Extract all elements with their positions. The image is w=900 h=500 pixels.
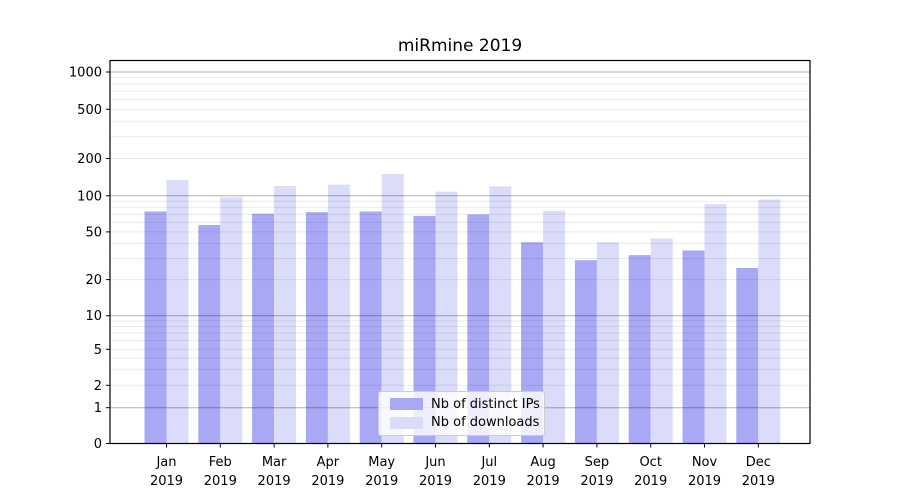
x-tick-label-year: 2019: [150, 474, 183, 489]
y-tick-label: 1: [94, 401, 102, 416]
bar: [682, 250, 705, 444]
bar: [166, 180, 189, 444]
bar: [274, 185, 297, 444]
y-tick-label: 200: [77, 152, 102, 167]
y-tick-label: 2: [94, 379, 102, 394]
x-tick-label-month: Sep: [585, 455, 610, 470]
bar: [359, 211, 382, 444]
legend: Nb of distinct IPs Nb of downloads: [378, 391, 545, 436]
bar: [435, 191, 458, 444]
bar: [220, 197, 243, 444]
x-tick-label-year: 2019: [311, 474, 344, 489]
legend-swatch-distinct-ips: [390, 398, 423, 411]
x-tick-label-month: Jun: [424, 455, 445, 470]
y-tick-label: 20: [85, 273, 102, 288]
y-tick-label: 50: [85, 225, 102, 240]
bar: [252, 213, 275, 444]
bar: [704, 204, 727, 444]
y-tick-label: 500: [77, 103, 102, 118]
bar: [650, 238, 673, 444]
bar: [596, 242, 619, 444]
x-tick-label-month: May: [368, 455, 395, 470]
bar: [574, 260, 597, 444]
x-tick-label-year: 2019: [419, 474, 452, 489]
y-tick-label: 1000: [69, 66, 102, 81]
x-tick-label-month: Apr: [317, 455, 340, 470]
y-tick-label: 0: [94, 437, 102, 452]
legend-item-distinct-ips: Nb of distinct IPs: [390, 396, 544, 413]
y-tick-label: 100: [77, 189, 102, 204]
x-tick-label-month: Feb: [209, 455, 232, 470]
x-axis: Jan 2019 Feb 2019 Mar 2019 Apr 2019 May 2019 Jun 20…: [150, 443, 775, 489]
bar: [381, 173, 404, 444]
bar: [144, 211, 167, 444]
legend-label: Nb of distinct IPs: [431, 396, 540, 412]
x-tick-label-month: Aug: [530, 455, 555, 470]
bar: [628, 255, 651, 444]
x-tick-label-year: 2019: [204, 474, 237, 489]
x-tick-label-month: Nov: [692, 455, 718, 470]
axes-spines: [109, 59, 811, 445]
y-tick-label: 5: [94, 343, 102, 358]
x-tick-label-month: Dec: [746, 455, 771, 470]
x-tick-label-year: 2019: [258, 474, 291, 489]
legend-item-downloads: Nb of downloads: [390, 414, 544, 431]
bar: [489, 186, 512, 444]
bar: [758, 199, 781, 444]
bar: [198, 225, 221, 444]
x-tick-label-month: Oct: [639, 455, 661, 470]
bar: [543, 210, 566, 444]
x-tick-label-year: 2019: [527, 474, 560, 489]
legend-label: Nb of downloads: [431, 415, 540, 431]
chart-title: miRmine 2019: [397, 36, 523, 56]
bar: [736, 267, 759, 444]
minor-gridlines: [110, 77, 810, 386]
x-tick-label-month: Jan: [155, 455, 176, 470]
x-tick-label-year: 2019: [634, 474, 667, 489]
y-axis: 0 1 2 5 10 20 50 100 200 500 1000: [69, 66, 110, 452]
bar: [413, 215, 436, 444]
bar: [305, 212, 328, 444]
x-tick-label-year: 2019: [473, 474, 506, 489]
bar: [467, 214, 490, 444]
x-tick-label-month: Mar: [262, 455, 287, 470]
x-tick-label-month: Jul: [480, 455, 497, 470]
plot-border: [109, 59, 811, 445]
x-tick-label-year: 2019: [688, 474, 721, 489]
x-tick-label-year: 2019: [742, 474, 775, 489]
legend-swatch-downloads: [390, 416, 423, 429]
y-tick-label: 10: [85, 309, 102, 324]
bar: [327, 184, 350, 444]
x-tick-label-year: 2019: [365, 474, 398, 489]
bars-downloads: [166, 173, 781, 444]
x-tick-label-year: 2019: [580, 474, 613, 489]
